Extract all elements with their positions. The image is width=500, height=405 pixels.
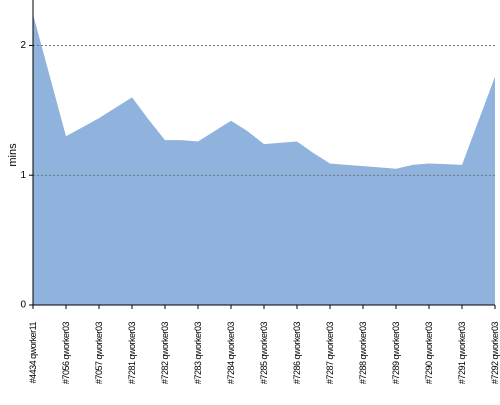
x-tick-label: #7057 qworker03 [94,322,104,385]
x-tick-label: #7056 qworker03 [61,322,71,385]
x-tick-label: #7286 qworker03 [292,322,302,385]
x-tick-label: #7288 qworker03 [358,322,368,385]
x-tick-label: #7285 qworker03 [259,322,269,385]
y-tick-label: 2 [20,40,26,51]
x-tick-label: #7292 qworker03 [490,322,500,385]
y-axis-label: mins [7,143,19,167]
x-tick-label: #4434 qworker11 [28,322,38,384]
x-tick-label: #7281 qworker03 [127,322,137,385]
x-tick-label: #7283 qworker03 [193,322,203,385]
x-tick-label: #7282 qworker03 [160,322,170,385]
y-tick-label: 0 [20,300,26,311]
x-tick-label: #7284 qworker03 [226,322,236,385]
x-tick-label: #7291 qworker03 [457,322,467,385]
area [33,14,495,305]
x-tick-label: #7289 qworker03 [391,322,401,385]
y-tick-label: 1 [20,170,26,181]
x-tick-label: #7290 qworker03 [424,322,434,385]
x-tick-label: #7287 qworker03 [325,322,335,385]
